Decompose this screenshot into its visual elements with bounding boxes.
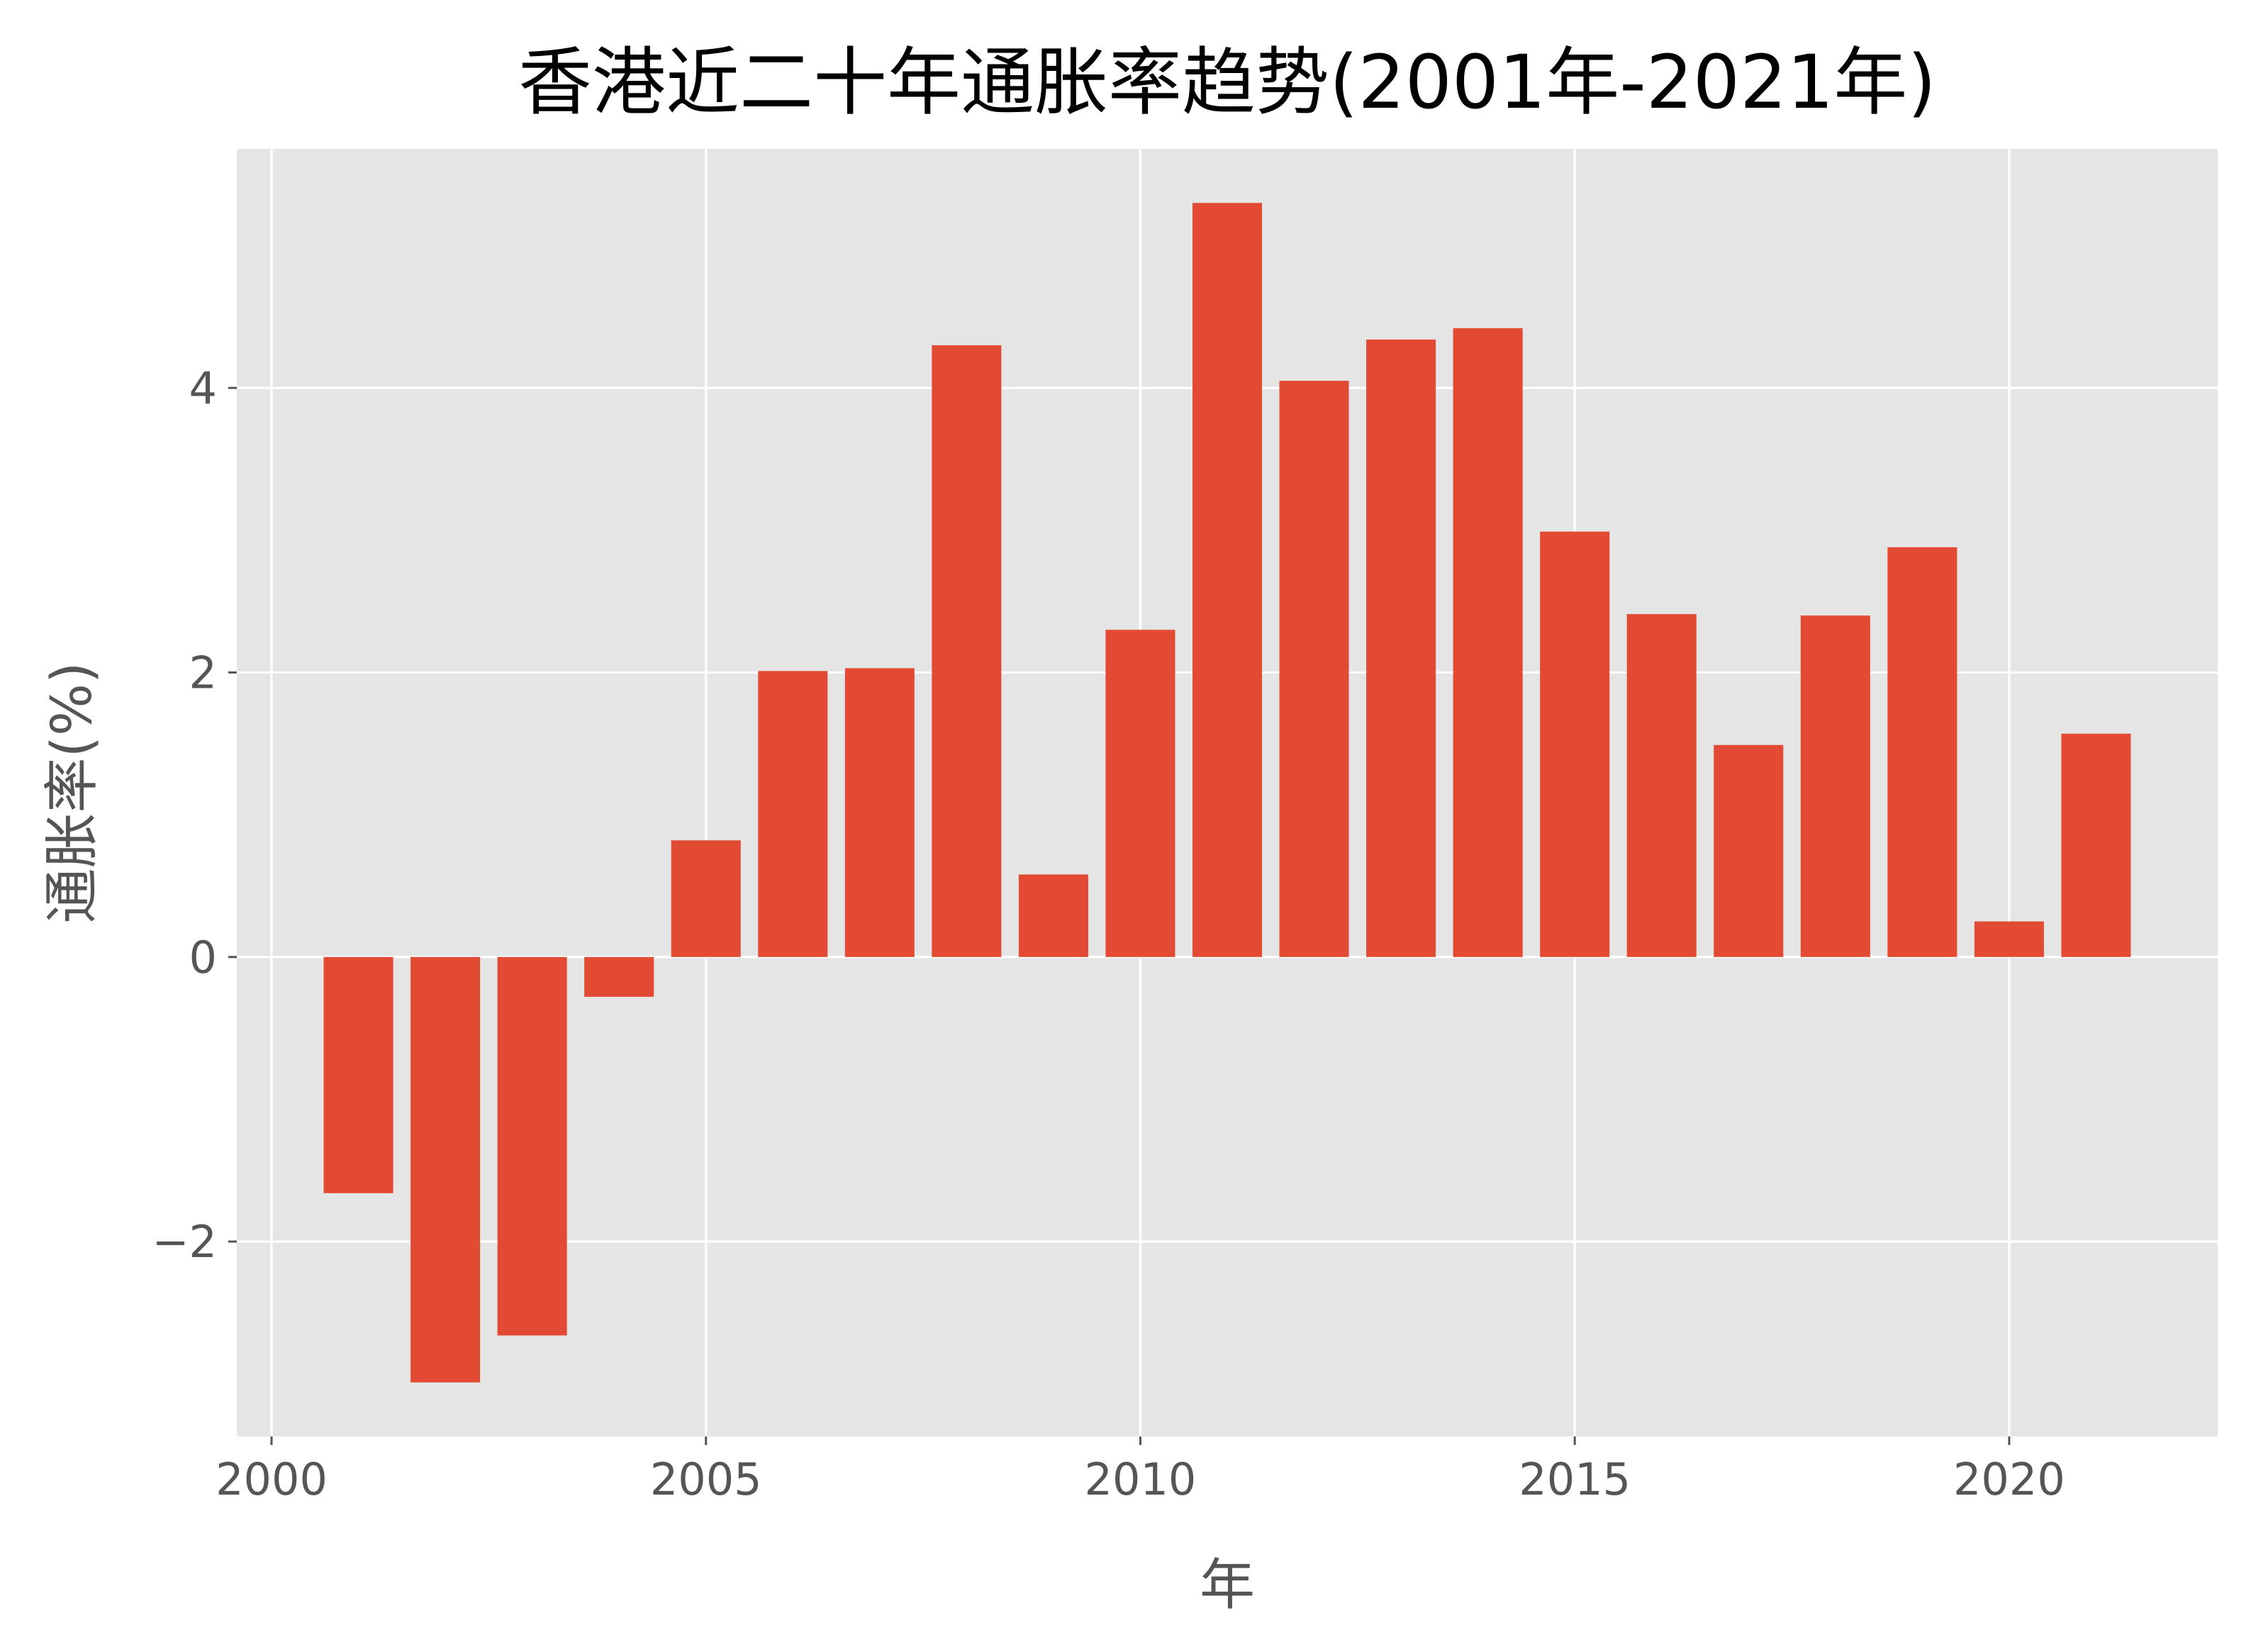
y-tick-label: −2 — [152, 1216, 217, 1268]
bars — [323, 203, 2131, 1383]
bar-2019 — [1887, 547, 1957, 957]
x-tick-label: 2015 — [1519, 1453, 1631, 1505]
bar-2002 — [410, 956, 481, 1383]
bar-2021 — [2061, 733, 2131, 957]
y-tick-label: 2 — [189, 647, 217, 698]
y-axis-label: 通胀率(%) — [40, 662, 104, 924]
bar-2004 — [584, 956, 654, 997]
x-axis-label: 年 — [1200, 1553, 1255, 1617]
bar-2010 — [1105, 630, 1175, 957]
bar-2015 — [1540, 531, 1610, 957]
bar-2013 — [1366, 339, 1436, 957]
bar-2008 — [932, 345, 1002, 957]
x-tick-label: 2005 — [650, 1453, 762, 1505]
bar-2003 — [497, 956, 567, 1336]
bar-2020 — [1974, 921, 2044, 957]
x-axis-ticks: 2000 2005 2010 2015 2020 — [216, 1436, 2065, 1505]
y-tick-label: 0 — [189, 932, 217, 983]
bar-2007 — [844, 668, 915, 957]
x-tick-label: 2020 — [1953, 1453, 2065, 1505]
bar-2016 — [1626, 614, 1697, 957]
bar-2009 — [1018, 874, 1088, 957]
bar-2001 — [323, 956, 393, 1193]
bar-2014 — [1453, 328, 1523, 957]
bar-2017 — [1714, 744, 1784, 957]
bar-2012 — [1279, 381, 1349, 957]
bar-2005 — [671, 840, 741, 957]
bar-2018 — [1800, 615, 1870, 957]
bar-2006 — [758, 671, 828, 957]
y-tick-label: 4 — [189, 362, 217, 414]
x-tick-label: 2000 — [216, 1453, 328, 1505]
x-tick-label: 2010 — [1085, 1453, 1197, 1505]
y-axis-ticks: −2 0 2 4 — [152, 362, 237, 1268]
bar-2011 — [1192, 203, 1263, 957]
chart-title: 香港近二十年通胀率趋势(2001年-2021年) — [518, 39, 1936, 125]
